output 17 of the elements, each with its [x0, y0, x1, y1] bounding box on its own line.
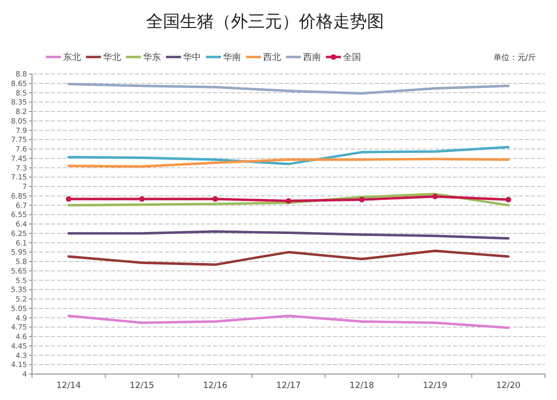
- x-tick-label: 12/16: [202, 381, 228, 391]
- legend-label: 西南: [303, 52, 321, 63]
- x-tick-label: 12/17: [276, 381, 301, 391]
- y-axis-title: 单位：元/斤: [493, 53, 536, 62]
- legend-label: 华北: [103, 52, 121, 63]
- legend-label: 西北: [263, 52, 281, 63]
- legend-label: 东北: [63, 52, 81, 63]
- x-tick-label: 12/15: [130, 381, 154, 391]
- x-tick-label: 12/20: [496, 381, 521, 391]
- x-tick-label: 12/14: [56, 381, 81, 391]
- legend-label: 全国: [343, 52, 361, 63]
- legend-label: 华东: [143, 52, 161, 63]
- legend-label: 华中: [183, 52, 201, 63]
- chart-title: 全国生猪（外三元）价格走势图: [146, 12, 384, 32]
- x-tick-label: 12/18: [350, 381, 374, 391]
- legend-label: 华南: [223, 52, 241, 63]
- x-tick-label: 12/19: [422, 381, 448, 391]
